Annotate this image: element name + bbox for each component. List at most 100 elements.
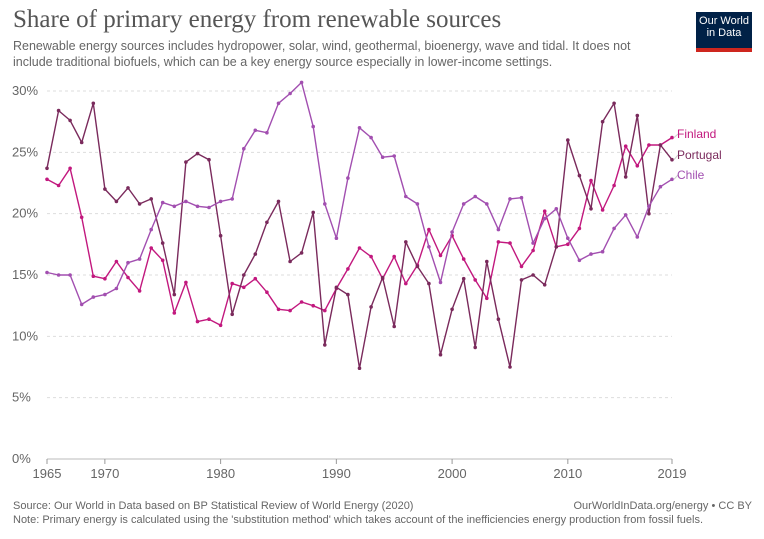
data-point-finland[interactable] <box>103 276 107 281</box>
data-point-portugal[interactable] <box>114 199 119 204</box>
data-point-chile[interactable] <box>126 260 130 265</box>
data-point-finland[interactable] <box>404 281 408 286</box>
data-point-portugal[interactable] <box>334 285 339 290</box>
data-point-chile[interactable] <box>114 286 119 291</box>
data-point-finland[interactable] <box>207 317 211 322</box>
data-point-portugal[interactable] <box>103 187 107 191</box>
data-point-finland[interactable] <box>589 178 593 183</box>
data-point-portugal[interactable] <box>299 251 304 255</box>
data-point-finland[interactable] <box>531 248 535 253</box>
series-line-chile[interactable] <box>46 81 673 306</box>
data-point-finland[interactable] <box>137 289 142 293</box>
data-point-chile[interactable] <box>519 195 524 200</box>
data-point-portugal[interactable] <box>311 210 316 215</box>
data-point-chile[interactable] <box>45 270 49 275</box>
data-point-portugal[interactable] <box>392 324 397 329</box>
data-point-portugal[interactable] <box>242 273 246 277</box>
data-point-chile[interactable] <box>438 280 443 285</box>
data-point-finland[interactable] <box>623 144 628 148</box>
data-point-chile[interactable] <box>149 227 153 232</box>
data-point-portugal[interactable] <box>542 283 547 287</box>
data-point-portugal[interactable] <box>137 202 142 206</box>
data-point-chile[interactable] <box>195 204 200 209</box>
data-point-chile[interactable] <box>670 177 674 182</box>
data-point-portugal[interactable] <box>461 276 466 281</box>
data-point-chile[interactable] <box>658 184 663 189</box>
data-point-chile[interactable] <box>276 101 281 106</box>
data-point-portugal[interactable] <box>450 307 454 312</box>
data-point-portugal[interactable] <box>184 160 188 164</box>
data-point-finland[interactable] <box>311 303 316 308</box>
data-point-chile[interactable] <box>334 236 339 240</box>
data-point-finland[interactable] <box>508 241 512 245</box>
data-point-finland[interactable] <box>496 240 501 244</box>
data-point-portugal[interactable] <box>577 173 582 178</box>
data-point-finland[interactable] <box>438 253 443 258</box>
data-point-finland[interactable] <box>242 285 246 290</box>
data-point-portugal[interactable] <box>346 292 350 297</box>
data-point-finland[interactable] <box>126 275 130 280</box>
data-point-finland[interactable] <box>195 319 200 324</box>
data-point-finland[interactable] <box>519 264 524 269</box>
data-point-portugal[interactable] <box>79 140 84 145</box>
data-point-portugal[interactable] <box>427 281 431 286</box>
data-point-portugal[interactable] <box>600 119 605 124</box>
data-point-chile[interactable] <box>589 252 593 256</box>
data-point-chile[interactable] <box>461 202 466 206</box>
data-point-chile[interactable] <box>323 202 327 206</box>
data-point-portugal[interactable] <box>172 292 177 297</box>
data-point-chile[interactable] <box>542 216 547 221</box>
data-point-chile[interactable] <box>566 236 570 240</box>
data-point-portugal[interactable] <box>207 157 211 162</box>
data-point-chile[interactable] <box>623 213 628 217</box>
data-point-portugal[interactable] <box>288 259 292 264</box>
data-point-finland[interactable] <box>392 254 397 259</box>
data-point-finland[interactable] <box>68 166 72 171</box>
data-point-chile[interactable] <box>380 155 385 159</box>
data-point-finland[interactable] <box>357 246 362 250</box>
data-point-finland[interactable] <box>323 308 327 313</box>
data-point-portugal[interactable] <box>473 345 478 350</box>
data-point-chile[interactable] <box>554 207 559 211</box>
data-point-chile[interactable] <box>392 154 397 158</box>
data-point-chile[interactable] <box>299 80 304 85</box>
data-point-portugal[interactable] <box>554 245 559 249</box>
data-point-portugal[interactable] <box>485 259 489 264</box>
data-point-finland[interactable] <box>473 278 478 282</box>
owid-logo[interactable]: Our World in Data <box>696 12 752 52</box>
series-line-portugal[interactable] <box>46 102 673 369</box>
data-point-chile[interactable] <box>79 302 84 307</box>
data-point-chile[interactable] <box>56 273 61 277</box>
data-point-finland[interactable] <box>542 209 547 213</box>
data-point-finland[interactable] <box>253 276 258 281</box>
data-point-chile[interactable] <box>473 194 478 199</box>
data-point-finland[interactable] <box>218 323 223 328</box>
data-point-chile[interactable] <box>496 227 501 232</box>
data-point-finland[interactable] <box>230 281 234 286</box>
data-point-chile[interactable] <box>346 176 350 180</box>
data-point-finland[interactable] <box>265 290 269 295</box>
data-point-chile[interactable] <box>207 205 211 210</box>
data-point-finland[interactable] <box>149 246 153 250</box>
data-point-portugal[interactable] <box>253 252 258 256</box>
data-point-portugal[interactable] <box>647 211 651 216</box>
data-point-chile[interactable] <box>253 128 258 133</box>
data-point-chile[interactable] <box>242 146 246 151</box>
data-point-portugal[interactable] <box>357 366 362 371</box>
data-point-chile[interactable] <box>288 91 292 96</box>
data-point-finland[interactable] <box>369 254 373 259</box>
data-point-chile[interactable] <box>357 126 362 130</box>
data-point-chile[interactable] <box>184 199 188 204</box>
data-point-portugal[interactable] <box>149 197 153 201</box>
data-point-portugal[interactable] <box>45 166 49 171</box>
data-point-chile[interactable] <box>404 194 408 199</box>
data-point-finland[interactable] <box>670 135 674 140</box>
data-point-finland[interactable] <box>600 208 605 212</box>
data-point-chile[interactable] <box>531 241 535 245</box>
data-point-chile[interactable] <box>160 200 165 205</box>
data-point-portugal[interactable] <box>160 241 165 245</box>
data-point-portugal[interactable] <box>404 240 408 244</box>
data-point-chile[interactable] <box>68 273 72 277</box>
data-point-finland[interactable] <box>647 143 651 147</box>
data-point-chile[interactable] <box>369 135 373 140</box>
